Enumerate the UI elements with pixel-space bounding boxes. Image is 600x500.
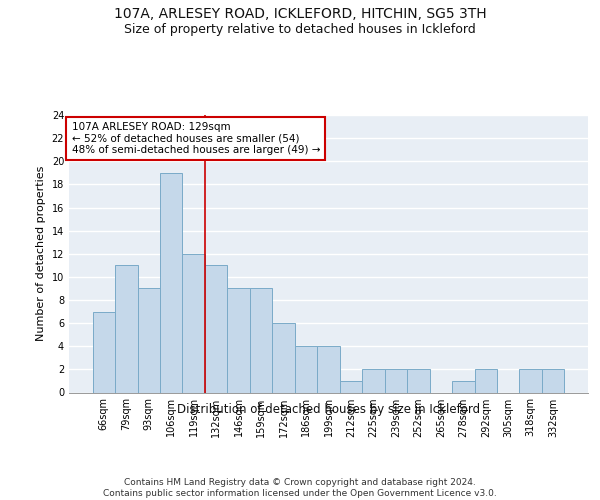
Bar xyxy=(205,266,227,392)
Bar xyxy=(317,346,340,393)
Bar xyxy=(160,173,182,392)
Bar xyxy=(272,323,295,392)
Bar xyxy=(137,288,160,393)
Bar xyxy=(407,370,430,392)
Text: 107A ARLESEY ROAD: 129sqm
← 52% of detached houses are smaller (54)
48% of semi-: 107A ARLESEY ROAD: 129sqm ← 52% of detac… xyxy=(71,122,320,155)
Bar xyxy=(182,254,205,392)
Bar xyxy=(250,288,272,393)
Bar xyxy=(340,381,362,392)
Bar xyxy=(92,312,115,392)
Bar xyxy=(227,288,250,393)
Bar xyxy=(520,370,542,392)
Bar xyxy=(452,381,475,392)
Bar xyxy=(362,370,385,392)
Text: 107A, ARLESEY ROAD, ICKLEFORD, HITCHIN, SG5 3TH: 107A, ARLESEY ROAD, ICKLEFORD, HITCHIN, … xyxy=(113,8,487,22)
Bar xyxy=(542,370,565,392)
Y-axis label: Number of detached properties: Number of detached properties xyxy=(36,166,46,342)
Bar xyxy=(295,346,317,393)
Bar xyxy=(475,370,497,392)
Bar xyxy=(115,266,137,392)
Text: Size of property relative to detached houses in Ickleford: Size of property relative to detached ho… xyxy=(124,22,476,36)
Text: Distribution of detached houses by size in Ickleford: Distribution of detached houses by size … xyxy=(177,402,481,415)
Bar xyxy=(385,370,407,392)
Text: Contains HM Land Registry data © Crown copyright and database right 2024.
Contai: Contains HM Land Registry data © Crown c… xyxy=(103,478,497,498)
